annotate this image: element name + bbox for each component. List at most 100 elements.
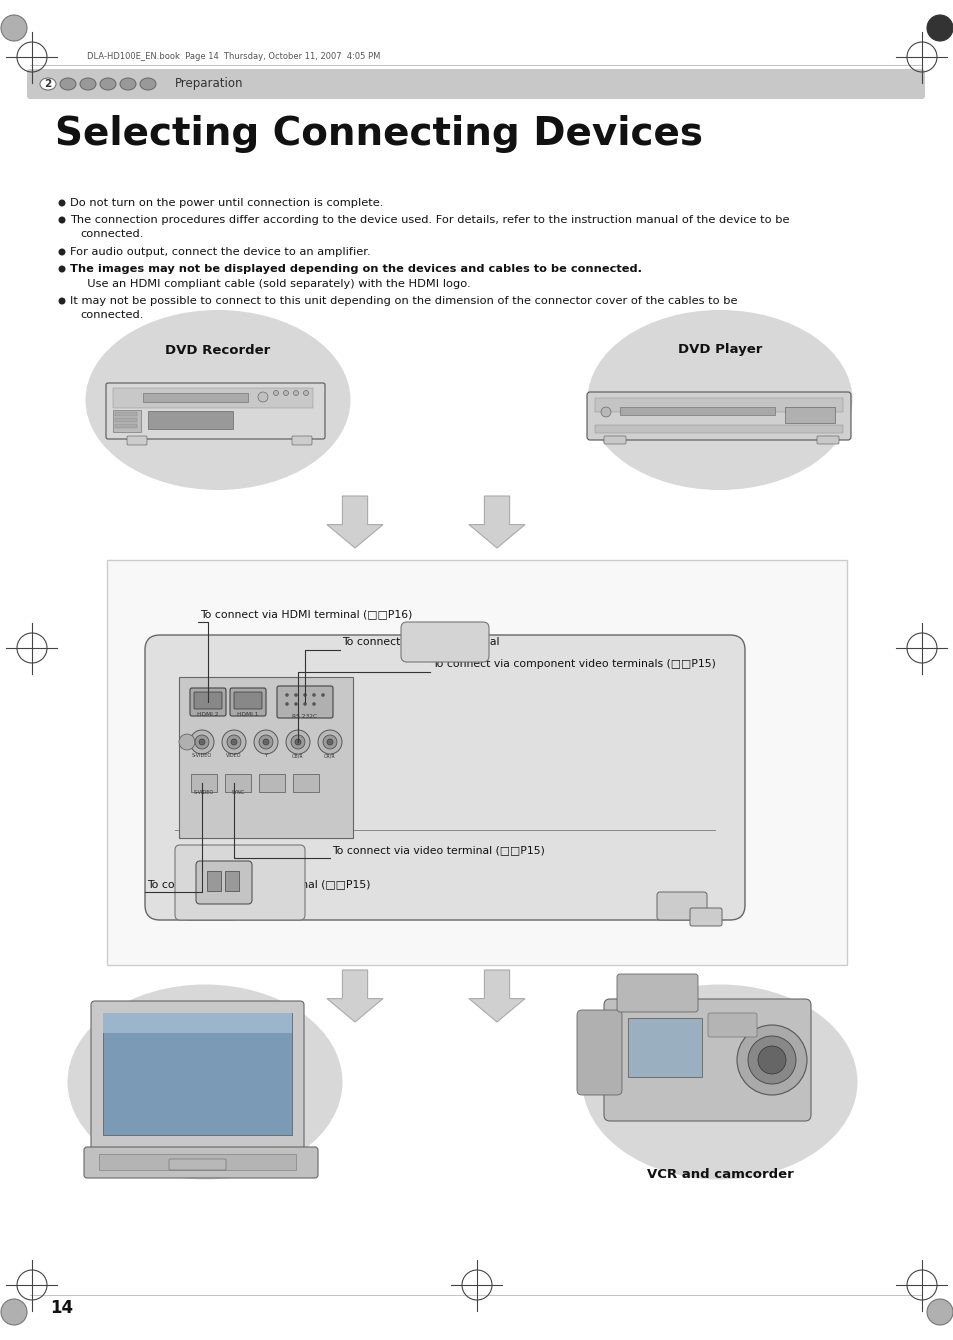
Circle shape	[312, 693, 315, 697]
Circle shape	[1, 1298, 27, 1325]
FancyBboxPatch shape	[148, 411, 233, 429]
Text: S-VIDEO: S-VIDEO	[192, 753, 212, 758]
FancyBboxPatch shape	[225, 775, 251, 792]
FancyBboxPatch shape	[191, 775, 216, 792]
Polygon shape	[469, 970, 524, 1022]
FancyBboxPatch shape	[127, 436, 147, 445]
FancyBboxPatch shape	[784, 407, 834, 423]
Ellipse shape	[587, 310, 852, 490]
FancyBboxPatch shape	[115, 411, 137, 415]
Circle shape	[600, 407, 610, 417]
Circle shape	[294, 390, 298, 395]
FancyBboxPatch shape	[627, 1018, 701, 1077]
FancyBboxPatch shape	[27, 68, 924, 99]
Circle shape	[327, 738, 333, 745]
Text: 2: 2	[45, 79, 51, 88]
Circle shape	[294, 693, 297, 697]
FancyBboxPatch shape	[689, 909, 721, 926]
FancyBboxPatch shape	[169, 1159, 226, 1170]
Text: For audio output, connect the device to an amplifier.: For audio output, connect the device to …	[70, 247, 370, 257]
Circle shape	[190, 730, 213, 754]
Circle shape	[926, 1298, 952, 1325]
Circle shape	[303, 693, 307, 697]
Circle shape	[253, 730, 277, 754]
Circle shape	[263, 738, 269, 745]
Circle shape	[285, 702, 289, 706]
Circle shape	[58, 200, 66, 206]
FancyBboxPatch shape	[292, 436, 312, 445]
FancyBboxPatch shape	[106, 383, 325, 440]
Text: VCR and camcorder: VCR and camcorder	[646, 1168, 793, 1182]
Circle shape	[323, 736, 336, 749]
FancyBboxPatch shape	[707, 1013, 757, 1037]
Text: connected.: connected.	[80, 229, 143, 239]
FancyBboxPatch shape	[603, 436, 625, 444]
Circle shape	[58, 248, 66, 256]
FancyBboxPatch shape	[84, 1147, 317, 1178]
FancyBboxPatch shape	[577, 1010, 621, 1095]
Circle shape	[283, 390, 288, 395]
Text: The connection procedures differ according to the device used. For details, refe: The connection procedures differ accordi…	[70, 214, 789, 225]
Circle shape	[231, 738, 236, 745]
Ellipse shape	[68, 985, 342, 1179]
Polygon shape	[327, 496, 382, 548]
FancyBboxPatch shape	[145, 635, 744, 921]
FancyBboxPatch shape	[112, 389, 313, 407]
Circle shape	[199, 738, 205, 745]
Text: To connect RS-232C terminal: To connect RS-232C terminal	[341, 636, 499, 647]
Circle shape	[321, 693, 324, 697]
Circle shape	[222, 730, 246, 754]
Circle shape	[274, 390, 278, 395]
FancyBboxPatch shape	[115, 423, 137, 427]
Circle shape	[58, 217, 66, 224]
Circle shape	[227, 736, 241, 749]
Ellipse shape	[40, 78, 56, 90]
Circle shape	[312, 702, 315, 706]
Text: S-VIDEO: S-VIDEO	[193, 791, 213, 795]
Text: Notebook PC: Notebook PC	[156, 1168, 253, 1182]
Text: The images may not be displayed depending on the devices and cables to be connec: The images may not be displayed dependin…	[70, 264, 641, 273]
Circle shape	[285, 693, 289, 697]
Ellipse shape	[582, 985, 857, 1179]
Text: RS 232C: RS 232C	[293, 714, 317, 720]
FancyBboxPatch shape	[400, 622, 489, 662]
FancyBboxPatch shape	[207, 871, 221, 891]
Text: It may not be possible to connect to this unit depending on the dimension of the: It may not be possible to connect to thi…	[70, 296, 737, 306]
Circle shape	[294, 738, 301, 745]
FancyBboxPatch shape	[603, 1000, 810, 1122]
FancyBboxPatch shape	[103, 1013, 292, 1033]
Circle shape	[317, 730, 341, 754]
Circle shape	[926, 15, 952, 42]
FancyBboxPatch shape	[657, 892, 706, 921]
Circle shape	[58, 265, 66, 272]
FancyBboxPatch shape	[586, 393, 850, 440]
FancyBboxPatch shape	[107, 560, 846, 965]
Polygon shape	[327, 970, 382, 1022]
FancyBboxPatch shape	[258, 775, 285, 792]
FancyBboxPatch shape	[233, 691, 262, 709]
FancyBboxPatch shape	[225, 871, 239, 891]
FancyBboxPatch shape	[816, 436, 838, 444]
FancyBboxPatch shape	[619, 407, 774, 415]
Text: To connect via HDMI terminal (□□P16): To connect via HDMI terminal (□□P16)	[200, 608, 412, 619]
Ellipse shape	[120, 78, 136, 90]
Text: Preparation: Preparation	[174, 78, 243, 91]
FancyBboxPatch shape	[595, 425, 842, 433]
FancyBboxPatch shape	[230, 687, 266, 716]
Text: Selecting Connecting Devices: Selecting Connecting Devices	[55, 115, 702, 153]
Circle shape	[179, 734, 194, 750]
Circle shape	[291, 736, 305, 749]
Circle shape	[58, 297, 66, 304]
FancyBboxPatch shape	[179, 677, 353, 838]
Text: HDMI 1: HDMI 1	[237, 712, 258, 717]
Polygon shape	[469, 496, 524, 548]
FancyBboxPatch shape	[91, 1001, 304, 1154]
FancyBboxPatch shape	[190, 687, 226, 716]
FancyBboxPatch shape	[143, 393, 248, 402]
FancyBboxPatch shape	[193, 691, 222, 709]
Ellipse shape	[140, 78, 156, 90]
FancyBboxPatch shape	[293, 775, 318, 792]
Text: VIDEO: VIDEO	[226, 753, 241, 758]
FancyBboxPatch shape	[115, 418, 137, 422]
Text: To connect via S-video terminal (□□P15): To connect via S-video terminal (□□P15)	[147, 879, 370, 888]
